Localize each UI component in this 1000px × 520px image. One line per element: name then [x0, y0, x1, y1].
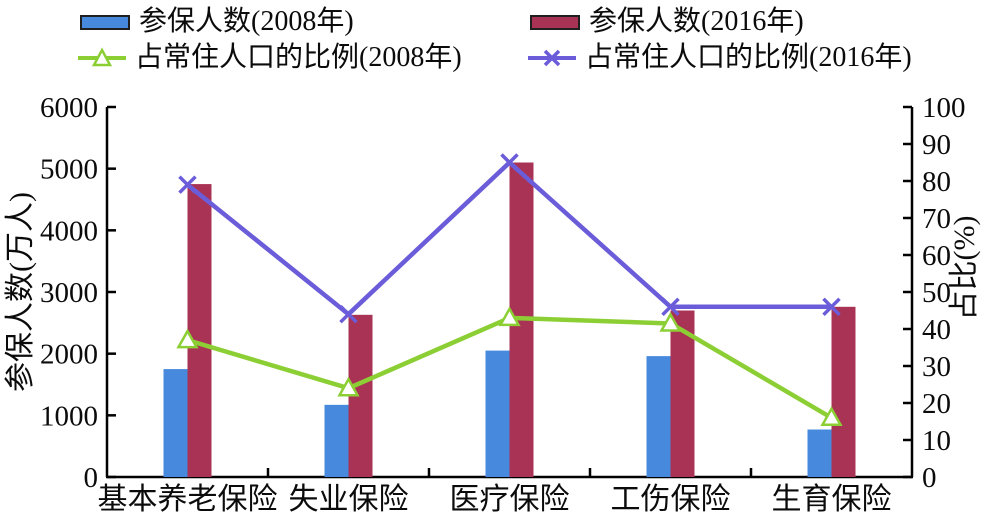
triangle-marker	[820, 406, 843, 427]
y-left-tick-label: 6000	[40, 92, 98, 124]
legend-item-bars-2008: 参保人数(2008年)	[80, 7, 354, 37]
y-right-tick-label: 70	[922, 203, 951, 235]
bar-2016	[670, 310, 695, 477]
legend-bar-swatch-2016-icon	[530, 14, 580, 30]
legend-label-ratio-2008: 占常住人口的比例(2008年)	[135, 42, 462, 73]
y-right-tick-label: 80	[922, 166, 951, 198]
legend-bar-swatch-2008-icon	[80, 14, 130, 30]
y-right-tick-label: 90	[922, 129, 951, 161]
x-marker	[339, 304, 358, 324]
x-category-label: 医疗保险	[450, 483, 570, 516]
x-marker	[178, 175, 197, 194]
triangle-marker	[176, 328, 199, 349]
y-left-tick-label: 1000	[40, 400, 98, 432]
legend-label-ratio-2016: 占常住人口的比例(2016年)	[585, 42, 912, 73]
y-right-tick-label: 40	[922, 314, 951, 346]
y-right-tick-label: 50	[922, 277, 951, 309]
y-left-tick-label: 3000	[40, 277, 98, 309]
y-right-tick-label: 100	[922, 92, 966, 124]
triangle-marker	[659, 311, 682, 332]
bar-2008	[163, 369, 188, 477]
bar-2008	[324, 404, 349, 477]
y-axis-right-title: 占比(%)	[948, 216, 981, 321]
legend-triangle-line-icon	[78, 47, 126, 67]
x-marker	[500, 153, 519, 172]
x-category-label: 基本养老保险	[98, 483, 278, 516]
legend-item-bars-2016: 参保人数(2016年)	[530, 7, 804, 37]
y-left-tick-label: 5000	[40, 154, 98, 186]
y-left-tick-label: 2000	[40, 339, 98, 371]
legend-x-line-icon	[528, 49, 576, 67]
y-axis-left-title: 参保人数(万人)	[4, 192, 37, 392]
y-right-tick-label: 10	[922, 425, 951, 457]
bar-2008	[807, 429, 832, 477]
x-category-label: 工伤保险	[611, 483, 731, 516]
legend-item-ratio-2008: 占常住人口的比例(2008年)	[78, 43, 462, 73]
x-marker	[822, 297, 841, 317]
triangle-marker	[337, 376, 360, 397]
y-right-tick-label: 0	[922, 462, 937, 494]
bar-2016	[187, 184, 212, 478]
bar-2008	[485, 350, 510, 477]
x-category-label: 生育保险	[772, 483, 892, 516]
triangle-marker	[498, 306, 521, 327]
y-right-tick-label: 20	[922, 388, 951, 420]
bar-2008	[646, 356, 671, 477]
y-left-tick-label: 0	[84, 462, 99, 494]
y-right-tick-label: 30	[922, 351, 951, 383]
legend-item-ratio-2016: 占常住人口的比例(2016年)	[528, 43, 912, 73]
legend-label-bars-2008: 参保人数(2008年)	[139, 6, 354, 37]
legend-label-bars-2016: 参保人数(2016年)	[589, 6, 804, 37]
bar-2016	[831, 306, 856, 477]
x-marker	[661, 297, 680, 317]
x-category-label: 失业保险	[289, 483, 409, 516]
y-left-tick-label: 4000	[40, 215, 98, 247]
y-right-tick-label: 60	[922, 240, 951, 272]
